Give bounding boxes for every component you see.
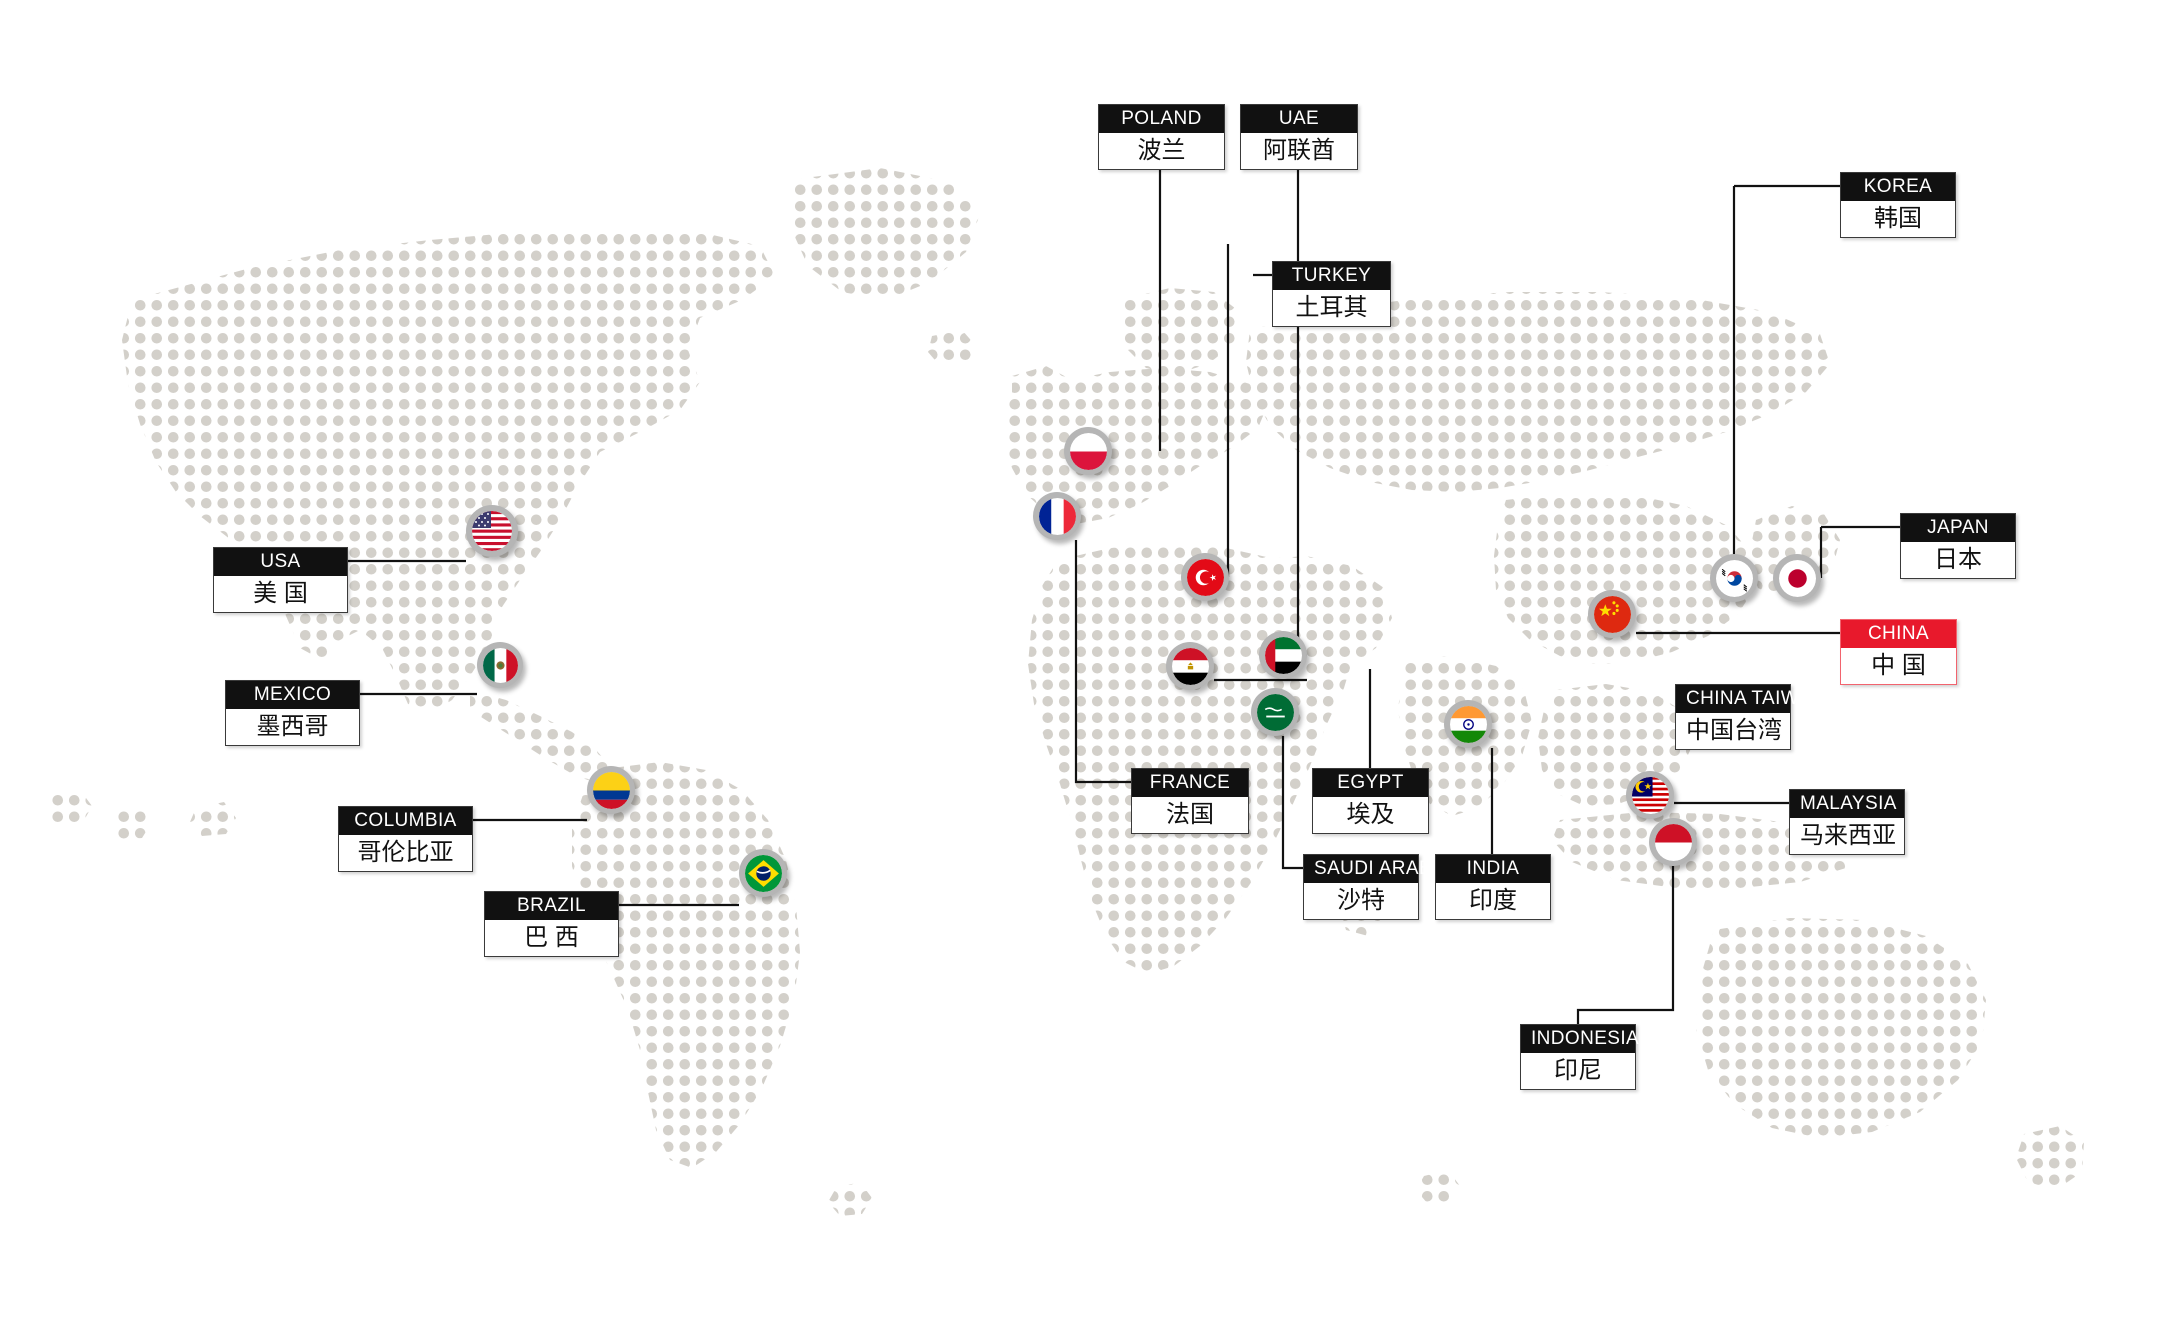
saudi-arabia-flag-icon	[1256, 693, 1294, 731]
label-japan[interactable]: JAPAN 日本	[1900, 513, 2016, 579]
label-turkey[interactable]: TURKEY 土耳其	[1272, 261, 1391, 327]
turkey-flag-icon	[1186, 558, 1224, 596]
label-uae-english: UAE	[1241, 105, 1357, 133]
label-columbia-chinese: 哥伦比亚	[339, 835, 472, 871]
label-turkey-chinese: 土耳其	[1273, 290, 1390, 326]
label-china-english: CHINA	[1841, 620, 1956, 648]
label-usa[interactable]: USA 美 国	[213, 547, 348, 613]
label-china-taiwan[interactable]: CHINA TAIWAN 中国台湾	[1675, 684, 1825, 750]
flag-marker-japan[interactable]	[1773, 554, 1821, 602]
label-malaysia-english: MALAYSIA	[1790, 790, 1904, 818]
india-flag-icon	[1449, 705, 1487, 743]
label-uae[interactable]: UAE 阿联酋	[1240, 104, 1358, 170]
label-uae-chinese: 阿联酋	[1241, 133, 1357, 169]
label-france-english: FRANCE	[1132, 769, 1248, 797]
label-malaysia-chinese: 马来西亚	[1790, 818, 1904, 854]
label-egypt-chinese: 埃及	[1313, 797, 1428, 833]
japan-flag-icon	[1778, 559, 1816, 597]
label-saudi-arabia-chinese: 沙特	[1304, 883, 1418, 919]
label-france[interactable]: FRANCE 法国	[1131, 768, 1249, 834]
brazil-flag-icon	[744, 854, 782, 892]
label-mexico-chinese: 墨西哥	[226, 709, 359, 745]
flag-marker-uae[interactable]	[1259, 631, 1307, 679]
label-china[interactable]: CHINA 中 国	[1840, 619, 1957, 685]
flag-marker-france[interactable]	[1033, 492, 1081, 540]
label-poland-chinese: 波兰	[1099, 133, 1224, 169]
flag-marker-saudi-arabia[interactable]	[1251, 688, 1299, 736]
poland-flag-icon	[1069, 432, 1107, 470]
label-korea-english: KOREA	[1841, 173, 1955, 201]
usa-flag-icon	[472, 511, 512, 551]
label-turkey-english: TURKEY	[1273, 262, 1390, 290]
korea-flag-icon	[1715, 559, 1753, 597]
label-egypt-english: EGYPT	[1313, 769, 1428, 797]
label-mexico[interactable]: MEXICO 墨西哥	[225, 680, 360, 746]
flag-marker-poland[interactable]	[1064, 427, 1112, 475]
flag-marker-china[interactable]	[1588, 590, 1636, 638]
label-mexico-english: MEXICO	[226, 681, 359, 709]
flag-marker-columbia[interactable]	[587, 766, 635, 814]
mexico-flag-icon	[482, 647, 518, 683]
flag-marker-usa[interactable]	[466, 505, 518, 557]
label-japan-chinese: 日本	[1901, 542, 2015, 578]
flag-marker-brazil[interactable]	[739, 849, 787, 897]
uae-flag-icon	[1264, 636, 1302, 674]
columbia-flag-icon	[592, 771, 630, 809]
label-france-chinese: 法国	[1132, 797, 1248, 833]
label-columbia-english: COLUMBIA	[339, 807, 472, 835]
label-poland-english: POLAND	[1099, 105, 1224, 133]
label-egypt[interactable]: EGYPT 埃及	[1312, 768, 1429, 834]
label-indonesia[interactable]: INDONESIA 印尼	[1520, 1024, 1639, 1090]
egypt-flag-icon	[1171, 647, 1209, 685]
flag-marker-egypt[interactable]	[1166, 642, 1214, 690]
france-flag-icon	[1038, 497, 1076, 535]
label-japan-english: JAPAN	[1901, 514, 2015, 542]
label-saudi-arabia[interactable]: SAUDI ARABIA 沙特	[1303, 854, 1450, 920]
label-columbia[interactable]: COLUMBIA 哥伦比亚	[338, 806, 473, 872]
label-malaysia[interactable]: MALAYSIA 马来西亚	[1789, 789, 1905, 855]
label-indonesia-english: INDONESIA	[1521, 1025, 1639, 1053]
label-china-taiwan-english: CHINA TAIWAN	[1676, 685, 1825, 713]
label-usa-english: USA	[214, 548, 347, 576]
label-saudi-arabia-english: SAUDI ARABIA	[1304, 855, 1450, 883]
flag-marker-indonesia[interactable]	[1649, 818, 1697, 866]
label-brazil-chinese: 巴 西	[485, 920, 618, 956]
flag-marker-mexico[interactable]	[477, 642, 523, 688]
flag-marker-korea[interactable]	[1710, 554, 1758, 602]
label-korea[interactable]: KOREA 韩国	[1840, 172, 1956, 238]
label-brazil-english: BRAZIL	[485, 892, 618, 920]
label-indonesia-chinese: 印尼	[1521, 1053, 1635, 1089]
label-brazil[interactable]: BRAZIL 巴 西	[484, 891, 619, 957]
flag-marker-india[interactable]	[1444, 700, 1492, 748]
label-india[interactable]: INDIA 印度	[1435, 854, 1551, 920]
label-china-taiwan-chinese: 中国台湾	[1676, 713, 1790, 749]
malaysia-flag-icon	[1631, 776, 1669, 814]
label-india-chinese: 印度	[1436, 883, 1550, 919]
label-usa-chinese: 美 国	[214, 576, 347, 612]
flag-marker-turkey[interactable]	[1181, 553, 1229, 601]
indonesia-flag-icon	[1654, 823, 1692, 861]
label-korea-chinese: 韩国	[1841, 201, 1955, 237]
china-flag-icon	[1593, 595, 1631, 633]
label-china-chinese: 中 国	[1841, 648, 1956, 684]
label-india-english: INDIA	[1436, 855, 1550, 883]
label-poland[interactable]: POLAND 波兰	[1098, 104, 1225, 170]
flag-marker-malaysia[interactable]	[1626, 771, 1674, 819]
